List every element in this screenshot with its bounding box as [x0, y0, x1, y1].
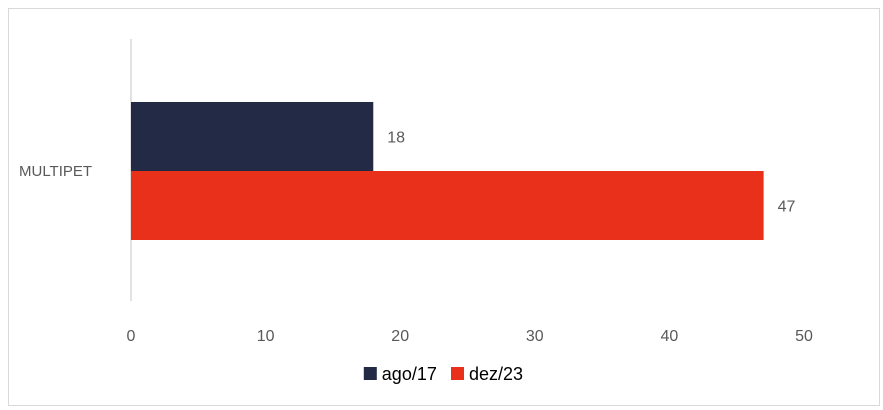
legend-swatch	[363, 367, 377, 380]
chart-frame: 0 10 20 30 40 50 MULTIPET 18 47 ago/17 dez/23	[8, 8, 880, 406]
bar-dez-23	[131, 171, 764, 240]
legend-label: ago/17	[382, 364, 437, 384]
x-tick-label: 30	[526, 328, 544, 345]
x-tick-label: 0	[127, 328, 136, 345]
legend-swatch	[451, 367, 464, 380]
x-tick-label: 40	[661, 328, 679, 345]
legend-label: dez/23	[469, 364, 523, 384]
category-label: MULTIPET	[19, 163, 92, 180]
bar-ago-17	[131, 102, 374, 171]
data-label: 18	[387, 130, 405, 147]
x-tick-label: 10	[257, 328, 275, 345]
data-label: 47	[778, 199, 796, 216]
x-tick-label: 20	[391, 328, 409, 345]
x-tick-label: 50	[795, 328, 813, 345]
chart-svg: 0 10 20 30 40 50 MULTIPET 18 47 ago/17 dez/23	[19, 39, 813, 384]
